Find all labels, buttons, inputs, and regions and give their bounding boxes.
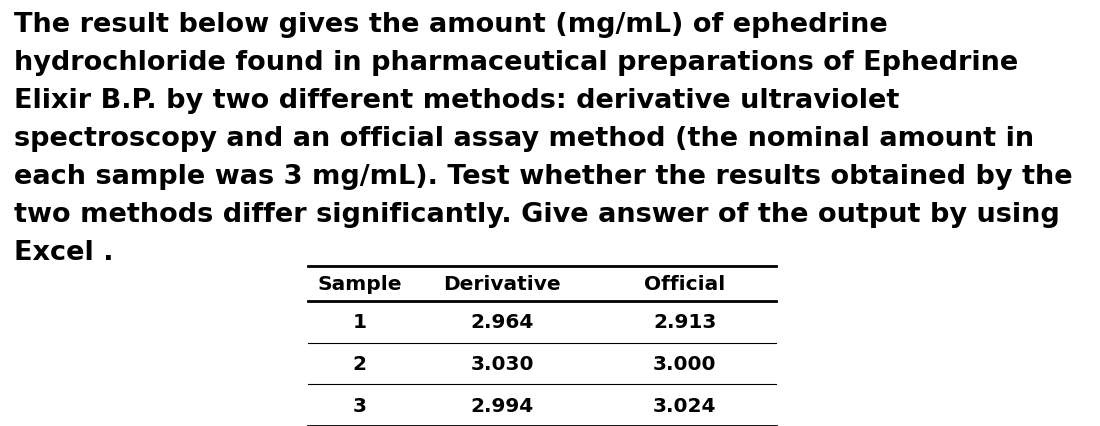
Text: 3.024: 3.024	[653, 396, 716, 415]
Text: two methods differ significantly. Give answer of the output by using: two methods differ significantly. Give a…	[14, 201, 1059, 227]
Text: 3.030: 3.030	[471, 354, 534, 373]
Text: 3.000: 3.000	[653, 354, 716, 373]
Text: Official: Official	[645, 274, 725, 294]
Text: 2.994: 2.994	[471, 396, 534, 415]
Text: Derivative: Derivative	[443, 274, 561, 294]
Text: 2.964: 2.964	[471, 313, 534, 332]
Text: 1: 1	[352, 313, 366, 332]
Text: The result below gives the amount (mg/mL) of ephedrine: The result below gives the amount (mg/mL…	[14, 12, 888, 38]
Text: 2: 2	[352, 354, 366, 373]
Text: hydrochloride found in pharmaceutical preparations of Ephedrine: hydrochloride found in pharmaceutical pr…	[14, 50, 1019, 76]
Text: 2.913: 2.913	[653, 313, 716, 332]
Text: 3: 3	[352, 396, 366, 415]
Text: Sample: Sample	[317, 274, 402, 294]
Text: Elixir B.P. by two different methods: derivative ultraviolet: Elixir B.P. by two different methods: de…	[14, 88, 900, 114]
Text: each sample was 3 mg/mL). Test whether the results obtained by the: each sample was 3 mg/mL). Test whether t…	[14, 164, 1072, 190]
Text: spectroscopy and an official assay method (the nominal amount in: spectroscopy and an official assay metho…	[14, 126, 1034, 152]
Text: Excel .: Excel .	[14, 239, 113, 265]
